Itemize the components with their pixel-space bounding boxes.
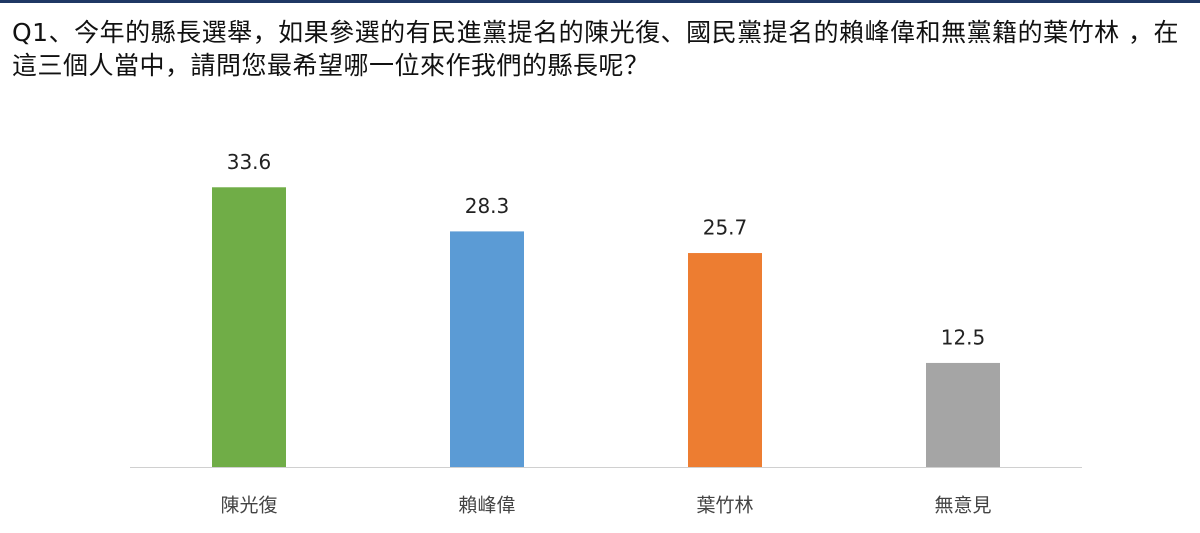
- x-tick-label: 陳光復: [220, 495, 277, 517]
- bar: [688, 253, 762, 467]
- bar: [926, 362, 1000, 467]
- top-border: [0, 0, 1200, 3]
- value-label: 12.5: [941, 325, 986, 349]
- value-label: 28.3: [465, 194, 510, 218]
- x-tick-label: 無意見: [934, 495, 991, 517]
- chart-title: Q1、今年的縣長選舉，如果參選的有民進黨提名的陳光復、國民黨提名的賴峰偉和無黨籍…: [12, 18, 1180, 80]
- value-label: 33.6: [227, 150, 272, 174]
- x-tick-label: 葉竹林: [696, 495, 753, 517]
- bar: [450, 231, 524, 467]
- x-tick-label: 賴峰偉: [458, 495, 515, 517]
- bar: [212, 187, 286, 467]
- value-label: 25.7: [703, 216, 748, 240]
